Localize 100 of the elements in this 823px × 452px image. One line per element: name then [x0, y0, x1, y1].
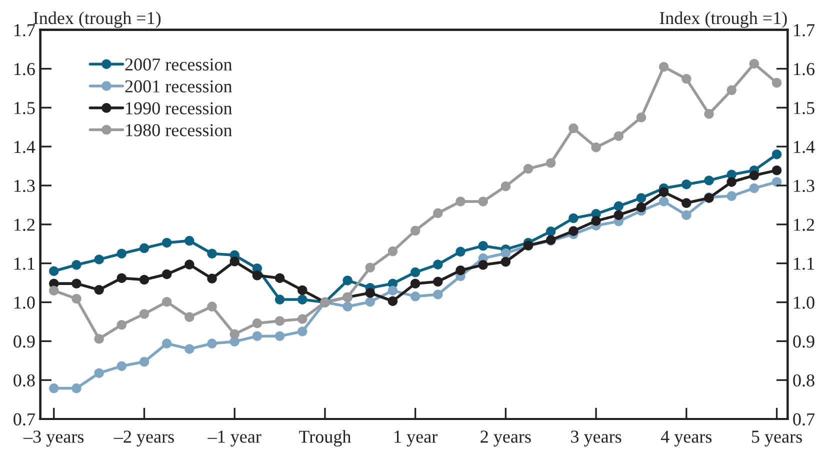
- point: [726, 191, 736, 201]
- point: [49, 266, 59, 276]
- y-tick-label: 1.1: [14, 258, 34, 270]
- point: [116, 248, 127, 258]
- point: [500, 256, 511, 267]
- y2-tick-label: 1.1: [794, 258, 814, 270]
- point: [546, 158, 556, 168]
- y2-tick-label: 1.6: [794, 63, 815, 76]
- y-tick-label: 0.9: [14, 335, 35, 348]
- point: [568, 213, 578, 224]
- point: [636, 202, 646, 212]
- x-tick-label: –1 year: [208, 430, 262, 446]
- x-tick-label: 4 years: [660, 430, 712, 446]
- point: [94, 254, 104, 264]
- point: [252, 318, 262, 328]
- point: [433, 260, 443, 270]
- point: [682, 198, 692, 208]
- y-tick-label: 1.3: [14, 180, 35, 192]
- point: [523, 164, 534, 174]
- point: [162, 297, 172, 307]
- point: [252, 331, 262, 341]
- point: [614, 210, 624, 220]
- point: [410, 226, 420, 236]
- point: [139, 309, 150, 319]
- point: [207, 302, 217, 312]
- point: [298, 326, 308, 336]
- point: [274, 331, 285, 341]
- point: [274, 273, 285, 283]
- point: [72, 383, 82, 394]
- point: [207, 248, 217, 258]
- point: [500, 248, 511, 258]
- point: [456, 196, 466, 206]
- point: [500, 181, 511, 192]
- point: [388, 296, 398, 306]
- point: [388, 286, 398, 296]
- point: [139, 274, 150, 285]
- point: [365, 288, 376, 298]
- x-tick-label: –2 years: [114, 430, 174, 446]
- point: [184, 260, 194, 270]
- legend-label: 2007 recession: [125, 58, 232, 71]
- point: [298, 285, 308, 296]
- point: [365, 262, 376, 272]
- point: [49, 286, 59, 296]
- y-tick-label: 1.6: [14, 63, 35, 76]
- point: [704, 176, 714, 186]
- point: [772, 78, 782, 88]
- point: [591, 142, 601, 152]
- point: [658, 196, 669, 206]
- x-tick-label: 2 years: [480, 430, 531, 446]
- point: [49, 383, 59, 394]
- point: [568, 226, 578, 236]
- point: [116, 320, 127, 330]
- x-tick-label: 5 years: [752, 430, 802, 446]
- x-tick-label: 1 year: [394, 430, 438, 446]
- point: [749, 170, 760, 180]
- point: [682, 179, 692, 190]
- point: [94, 368, 104, 378]
- point: [591, 216, 601, 226]
- point: [568, 123, 578, 134]
- point: [207, 274, 217, 284]
- point: [388, 246, 398, 256]
- point: [726, 85, 736, 96]
- point: [365, 297, 376, 307]
- point: [478, 196, 488, 206]
- point: [274, 294, 285, 304]
- point: [274, 316, 285, 326]
- point: [184, 344, 194, 354]
- point: [342, 276, 352, 286]
- point: [410, 267, 420, 278]
- point: [749, 183, 760, 194]
- point: [116, 361, 127, 371]
- point: [682, 210, 692, 220]
- point: [433, 208, 443, 218]
- point: [230, 256, 240, 266]
- point: [749, 58, 760, 69]
- point: [546, 226, 556, 236]
- y-tick-label: 0.7: [14, 413, 35, 426]
- y2-tick-label: 0.8: [793, 374, 814, 387]
- point: [162, 238, 172, 248]
- y-tick-label: 1.5: [14, 102, 35, 114]
- legend-label: 1990 recession: [126, 102, 232, 114]
- point: [342, 302, 352, 312]
- x-tick-label: Trough: [299, 430, 351, 447]
- point: [94, 284, 104, 295]
- point: [682, 74, 692, 84]
- y2-tick-label: 1.3: [794, 180, 814, 192]
- point: [298, 314, 308, 324]
- point: [726, 177, 736, 187]
- y-tick-label: 1.0: [14, 296, 35, 309]
- point: [298, 294, 308, 304]
- point: [410, 292, 420, 302]
- point: [433, 290, 443, 300]
- point: [614, 201, 624, 211]
- y-tick-label: 1.4: [14, 140, 36, 154]
- y2-tick-label: 1.5: [794, 102, 814, 114]
- legend-label: 1980 recession: [126, 124, 232, 136]
- y2-axis-title: Index (trough =1): [660, 11, 787, 28]
- point: [704, 109, 714, 119]
- point: [772, 150, 782, 160]
- point: [478, 240, 488, 251]
